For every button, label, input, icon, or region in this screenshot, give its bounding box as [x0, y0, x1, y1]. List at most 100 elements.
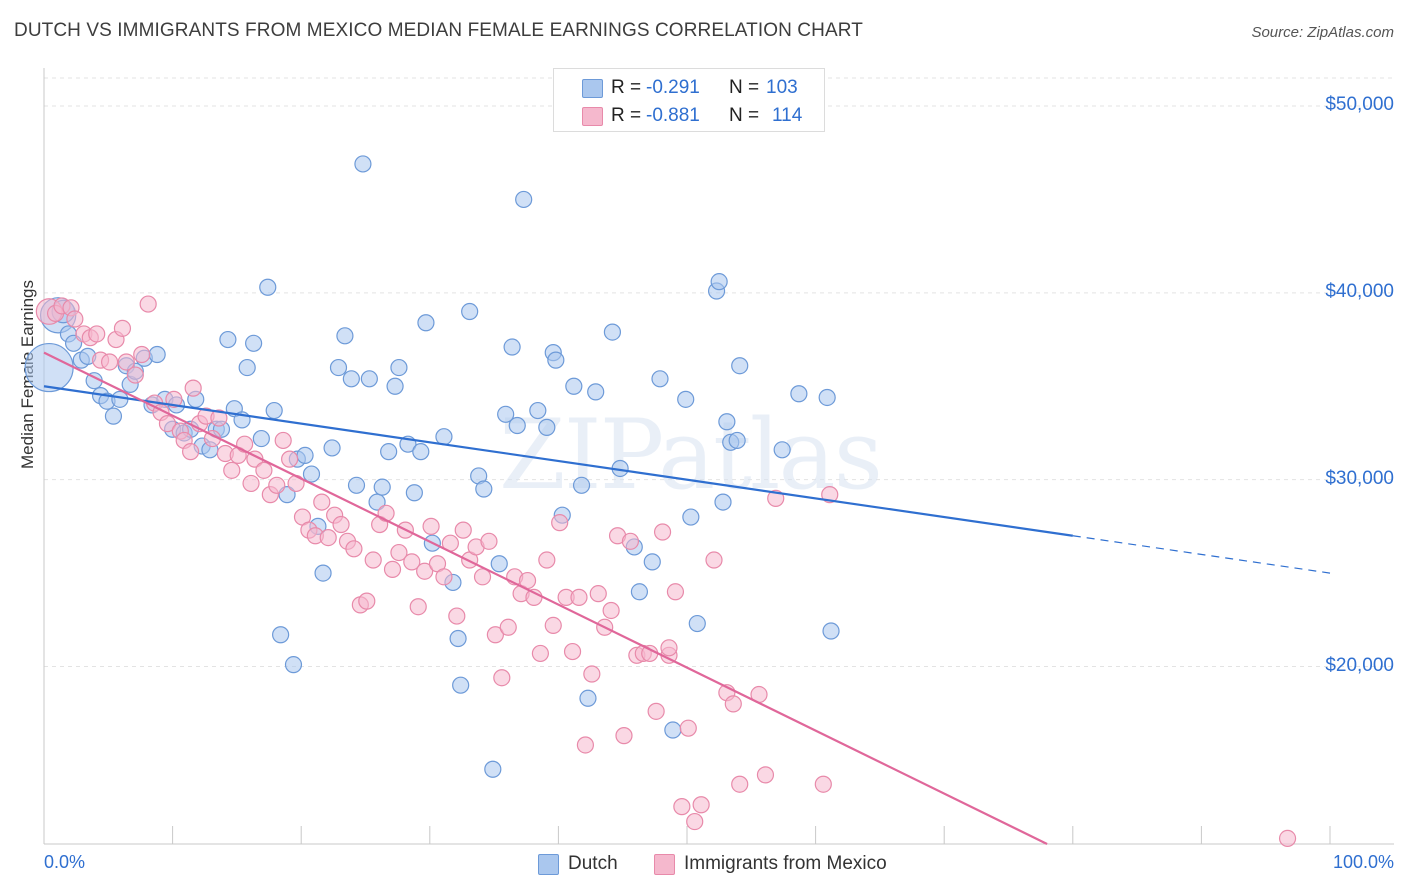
dutch-r-label: R = — [611, 77, 642, 98]
dutch-point — [790, 385, 808, 403]
mexico-point — [313, 493, 331, 511]
dutch-point — [302, 465, 321, 483]
dutch-point — [104, 407, 123, 425]
mexico-point — [88, 325, 106, 343]
dutch-point — [284, 656, 303, 674]
y-tick-label: $30,000 — [1325, 467, 1394, 489]
mexico-point — [583, 665, 601, 683]
dutch-point — [714, 493, 732, 511]
dutch-point — [148, 345, 166, 364]
mexico-point — [100, 353, 119, 371]
dutch-point — [497, 405, 515, 423]
dutch-point — [265, 401, 283, 420]
stats-row-dutch: R = -0.291 N = 103 — [554, 73, 824, 101]
dutch-point — [24, 342, 74, 393]
dutch-swatch — [582, 79, 603, 98]
dutch-point — [822, 622, 840, 640]
mexico-point — [416, 562, 434, 580]
dutch-point — [547, 351, 565, 369]
mexico-point — [223, 461, 241, 479]
mexico-point — [454, 521, 472, 539]
dutch-point — [490, 555, 508, 573]
mexico-point — [673, 798, 691, 816]
mexico-point — [602, 601, 620, 620]
watermark: ZIPatlas — [499, 399, 881, 511]
dutch-point — [390, 358, 408, 377]
legend-mexico-swatch — [654, 854, 675, 875]
mexico-point — [117, 353, 135, 371]
mexico-point — [814, 775, 832, 793]
mexico-point — [480, 532, 498, 550]
mexico-points — [35, 295, 1297, 847]
y-tick-label: $20,000 — [1325, 654, 1394, 676]
mexico-point — [576, 736, 595, 754]
mexico-r-value: -0.881 — [646, 105, 700, 126]
dutch-point — [503, 338, 521, 356]
mexico-point — [281, 450, 299, 468]
chart-title: DUTCH VS IMMIGRANTS FROM MEXICO MEDIAN F… — [14, 20, 863, 41]
dutch-point — [373, 478, 391, 496]
dutch-point — [565, 377, 583, 395]
dutch-point — [529, 401, 547, 420]
dutch-point — [710, 273, 728, 291]
dutch-point — [245, 334, 263, 352]
stats-box: R = -0.291 N = 103 R = -0.881 N = 114 — [553, 68, 825, 132]
dutch-point — [688, 614, 706, 633]
dutch-point — [677, 390, 695, 408]
dutch-point — [329, 358, 348, 377]
mexico-point — [184, 379, 202, 397]
dutch-point — [314, 564, 332, 582]
mexico-n-value: 114 — [772, 105, 803, 126]
legend-dutch-label: Dutch — [568, 853, 618, 874]
mexico-point — [1278, 829, 1297, 847]
dutch-point — [272, 626, 290, 644]
mexico-point — [255, 461, 273, 479]
mexico-point — [756, 766, 775, 784]
source-note: Source: ZipAtlas.com — [1251, 24, 1394, 41]
mexico-point — [679, 719, 697, 737]
mexico-point — [158, 415, 177, 433]
mexico-r-label: R = — [611, 105, 642, 126]
legend: Dutch Immigrants from Mexico — [0, 852, 1406, 878]
mexico-point — [666, 583, 685, 601]
mexico-point — [767, 489, 785, 507]
mexico-point — [544, 616, 562, 635]
dutch-point — [484, 760, 502, 778]
mexico-point — [692, 796, 710, 814]
mexico-point — [660, 639, 678, 657]
mexico-point — [242, 474, 260, 493]
mexico-point — [409, 598, 427, 616]
mexico-point — [705, 551, 723, 569]
dutch-point — [651, 370, 669, 388]
mexico-swatch — [582, 107, 603, 126]
mexico-point — [165, 390, 183, 408]
legend-dutch-swatch — [538, 854, 559, 875]
mexico-point — [274, 431, 292, 450]
dutch-point — [515, 190, 533, 209]
mexico-point — [724, 695, 742, 713]
dutch-n-value: 103 — [766, 77, 798, 98]
dutch-point — [461, 302, 479, 321]
mexico-point — [589, 585, 607, 603]
x-max-label: 100.0% — [1332, 852, 1394, 872]
mexico-point — [210, 409, 228, 427]
mexico-point — [731, 775, 749, 793]
mexico-point — [653, 523, 672, 541]
dutch-point — [417, 314, 435, 332]
y-tick-label: $40,000 — [1325, 280, 1394, 302]
mexico-point — [422, 517, 440, 535]
dutch-point — [572, 476, 591, 494]
mexico-point — [268, 476, 286, 494]
dutch-point — [452, 676, 470, 694]
mexico-point — [403, 553, 421, 571]
dutch-point — [347, 476, 366, 494]
dutch-point — [368, 493, 386, 511]
mexico-point — [538, 551, 556, 569]
trend-lines — [43, 351, 1331, 845]
mexico-point — [531, 644, 549, 663]
dutch-point — [643, 553, 661, 571]
dutch-point — [818, 388, 836, 407]
mexico-point — [182, 443, 200, 461]
mexico-point — [615, 727, 633, 745]
dutch-point — [718, 413, 736, 431]
